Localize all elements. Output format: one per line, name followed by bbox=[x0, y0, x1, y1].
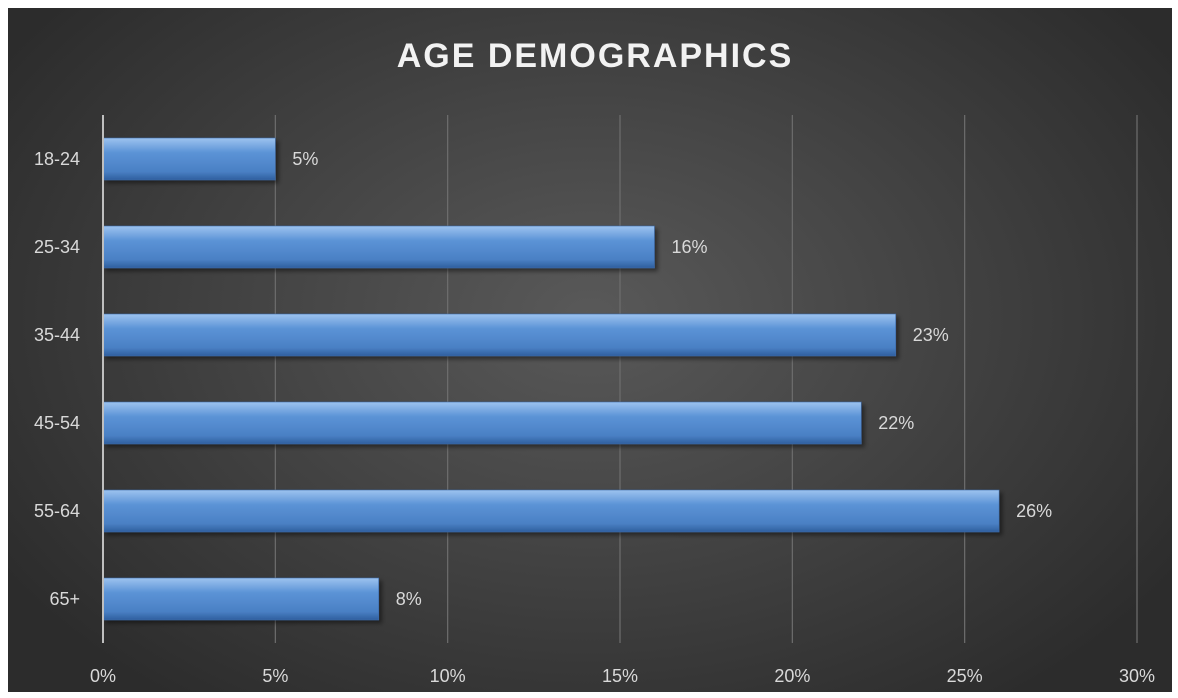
x-tick-label: 30% bbox=[1119, 666, 1155, 686]
y-tick-label: 55-64 bbox=[34, 501, 80, 521]
data-label: 16% bbox=[671, 237, 707, 257]
x-tick-label: 0% bbox=[90, 666, 116, 686]
y-tick-label: 65+ bbox=[49, 589, 80, 609]
y-tick-label: 18-24 bbox=[34, 149, 80, 169]
bar bbox=[102, 577, 380, 621]
value-axis-labels: 0% 5% 10% 15% 20% 25% 30% bbox=[90, 666, 1155, 686]
category-axis-labels: 18-24 25-34 35-44 45-54 55-64 65+ bbox=[34, 149, 80, 609]
x-tick-label: 5% bbox=[262, 666, 288, 686]
y-tick-label: 45-54 bbox=[34, 413, 80, 433]
data-labels: 5% 16% 23% 22% 26% 8% bbox=[292, 149, 1052, 609]
bar bbox=[102, 489, 1000, 533]
y-tick-label: 25-34 bbox=[34, 237, 80, 257]
x-tick-label: 25% bbox=[947, 666, 983, 686]
x-tick-label: 20% bbox=[774, 666, 810, 686]
chart-title: AGE DEMOGRAPHICS bbox=[397, 37, 794, 75]
y-tick-label: 35-44 bbox=[34, 325, 80, 345]
x-tick-label: 10% bbox=[430, 666, 466, 686]
data-label: 5% bbox=[292, 149, 318, 169]
x-tick-label: 15% bbox=[602, 666, 638, 686]
bars bbox=[102, 137, 1000, 621]
data-label: 23% bbox=[913, 325, 949, 345]
bar bbox=[102, 225, 655, 269]
bar bbox=[102, 401, 862, 445]
bar bbox=[102, 137, 276, 181]
data-label: 8% bbox=[396, 589, 422, 609]
data-label: 22% bbox=[878, 413, 914, 433]
bar bbox=[102, 313, 897, 357]
data-label: 26% bbox=[1016, 501, 1052, 521]
gridlines bbox=[274, 115, 1138, 643]
